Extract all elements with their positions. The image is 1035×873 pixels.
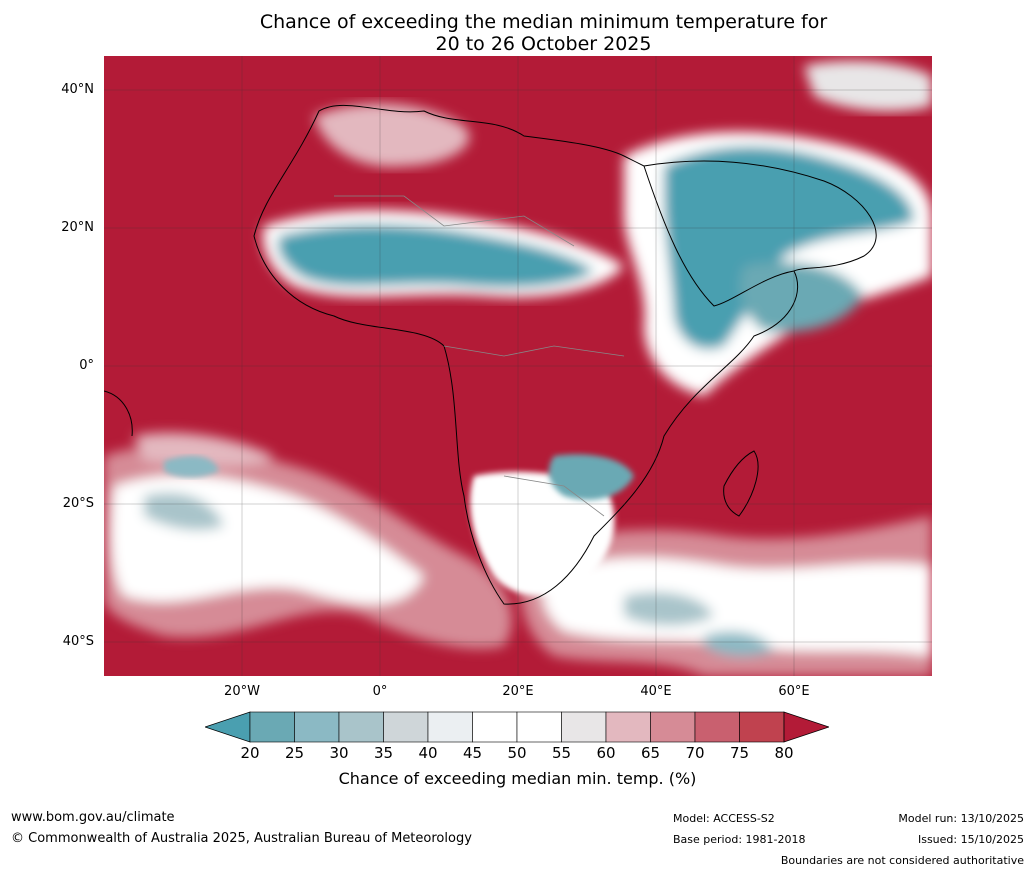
colorbar-tick-label: 20 xyxy=(240,744,260,762)
footer-website: www.bom.gov.au/climate xyxy=(11,810,175,825)
colorbar-cell xyxy=(294,711,340,743)
lat-label-20n: 20°N xyxy=(61,220,94,235)
colorbar-tick-label: 25 xyxy=(284,744,305,762)
map-title-line1: Chance of exceeding the median minimum t… xyxy=(259,11,828,33)
colorbar-cell xyxy=(249,711,295,743)
colorbar-cell xyxy=(650,711,696,743)
colorbar-tick-label: 70 xyxy=(685,744,705,762)
colorbar-extend-low xyxy=(205,711,251,743)
probability-map xyxy=(104,56,932,676)
sahel-low-zone xyxy=(262,210,624,298)
coastlines xyxy=(104,104,877,605)
arabia-horn-low-zone xyxy=(624,132,932,397)
lon-label-20e: 20°E xyxy=(502,684,534,699)
colorbar-tick-label: 55 xyxy=(551,744,572,762)
colorbar-cell xyxy=(561,711,607,743)
colorbar-cell xyxy=(516,711,562,743)
footer-issued: Issued: 15/10/2025 xyxy=(917,833,1024,846)
colorbar-cell xyxy=(739,711,785,743)
lat-label-20s: 20°S xyxy=(62,496,94,511)
southeast-africa-low-zone xyxy=(548,454,634,500)
colorbar-tick-label: 30 xyxy=(329,744,349,762)
colorbar-tick-label: 65 xyxy=(640,744,661,762)
graticule xyxy=(104,56,932,676)
colorbar-cell xyxy=(338,711,384,743)
lon-label-20w: 20°W xyxy=(224,684,260,699)
footer-copyright: © Commonwealth of Australia 2025, Austra… xyxy=(11,831,472,846)
south-indian-mixed-zone xyxy=(520,516,932,676)
colorbar-tick-label: 50 xyxy=(507,744,527,762)
colorbar-cell xyxy=(472,711,518,743)
lon-label-40e: 40°E xyxy=(640,684,672,699)
lat-label-40n: 40°N xyxy=(61,82,94,97)
footer-base-period: Base period: 1981-2018 xyxy=(673,833,806,846)
footer-model-run: Model run: 13/10/2025 xyxy=(898,812,1024,825)
colorbar-label: Chance of exceeding median min. temp. (%… xyxy=(338,769,697,788)
colorbar-tick-label: 60 xyxy=(596,744,616,762)
south-atlantic-mixed-zone xyxy=(104,432,512,649)
colorbar-cell xyxy=(427,711,473,743)
colorbar-cell xyxy=(605,711,651,743)
colorbar-extend-high xyxy=(783,711,829,743)
southeast-atlantic-low-patch xyxy=(164,455,219,478)
map-title-line2: 20 to 26 October 2025 xyxy=(435,33,652,55)
colorbar xyxy=(205,711,829,743)
lon-label-0: 0° xyxy=(372,684,388,699)
lat-label-40s: 40°S xyxy=(62,634,94,649)
east-mediterranean-mixed xyxy=(804,60,932,112)
country-borders xyxy=(334,195,625,517)
colorbar-cell xyxy=(694,711,740,743)
colorbar-tick-label: 75 xyxy=(729,744,750,762)
colorbar-tick-label: 35 xyxy=(373,744,394,762)
lon-label-60e: 60°E xyxy=(778,684,810,699)
footer-disclaimer: Boundaries are not considered authoritat… xyxy=(780,854,1024,867)
colorbar-tick-label: 40 xyxy=(418,744,438,762)
colorbar-tick-label: 45 xyxy=(462,744,483,762)
colorbar-tick-label: 80 xyxy=(774,744,794,762)
colorbar-cell xyxy=(383,711,429,743)
footer-model: Model: ACCESS-S2 xyxy=(673,812,775,825)
north-africa-mixed-zone xyxy=(314,103,470,167)
lat-label-0: 0° xyxy=(79,358,94,373)
southern-africa-neutral-zone xyxy=(470,471,615,596)
